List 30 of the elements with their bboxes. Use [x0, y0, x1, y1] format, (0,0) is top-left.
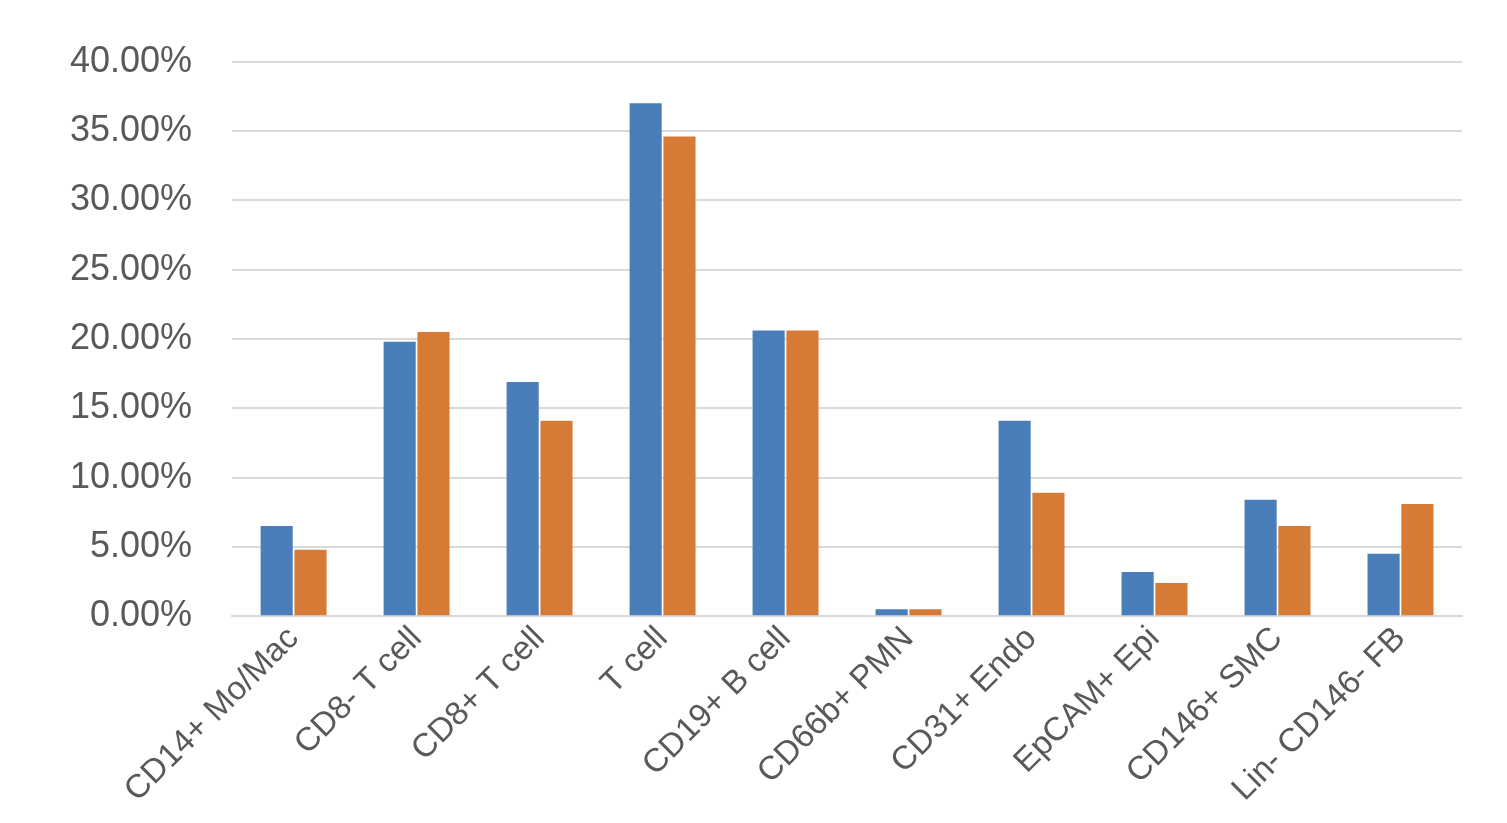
- bar: [786, 330, 819, 616]
- bar: [1121, 571, 1154, 616]
- bar: [663, 136, 696, 616]
- y-tick-label: 5.00%: [90, 523, 193, 565]
- bar: [260, 526, 293, 616]
- bar: [752, 330, 785, 616]
- bar: [1401, 503, 1434, 616]
- bar: [1155, 582, 1188, 616]
- y-tick-label: 20.00%: [69, 315, 193, 357]
- x-tick-label: T cell: [592, 618, 674, 700]
- bar: [1367, 553, 1400, 616]
- bar: [383, 341, 416, 616]
- y-tick-label: 0.00%: [90, 593, 193, 635]
- bar: [506, 381, 539, 616]
- y-tick-label: 30.00%: [69, 177, 193, 219]
- bar: [540, 420, 573, 616]
- y-tick-label: 15.00%: [69, 385, 193, 427]
- bar: [909, 609, 942, 616]
- y-tick-label: 35.00%: [69, 107, 193, 149]
- y-tick-label: 40.00%: [69, 38, 193, 80]
- bar: [1278, 526, 1311, 616]
- y-tick-label: 10.00%: [69, 454, 193, 496]
- bar: [294, 549, 327, 616]
- bar: [1244, 499, 1277, 616]
- bar: [417, 331, 450, 616]
- bar: [875, 609, 908, 616]
- bar: [1032, 492, 1065, 616]
- bar: [998, 420, 1031, 616]
- y-tick-label: 25.00%: [69, 246, 193, 288]
- bar: [629, 103, 662, 616]
